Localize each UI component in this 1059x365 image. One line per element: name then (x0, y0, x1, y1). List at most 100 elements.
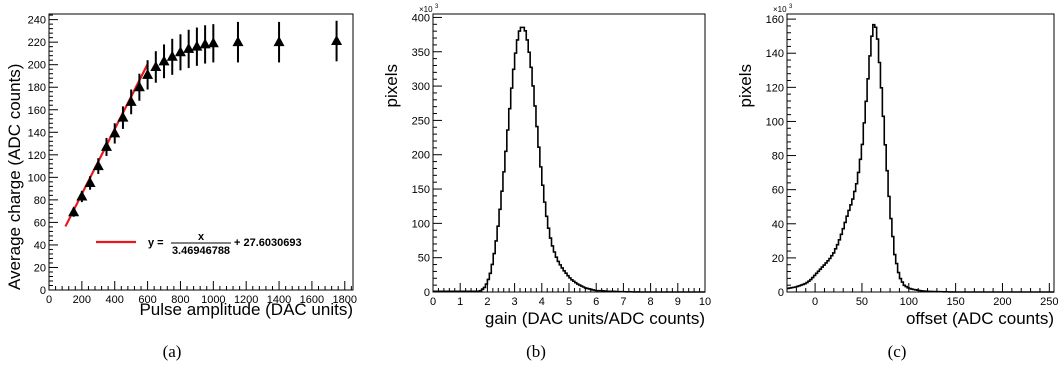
x-tick-label-a: 1000 (201, 294, 225, 306)
data-point-marker (183, 42, 195, 53)
data-point-marker (199, 38, 211, 49)
x-tick-label-b: 1 (457, 296, 463, 308)
y-tick-label-c: 60 (772, 185, 784, 197)
y-axis-multiplier: ×10 (419, 5, 433, 14)
data-point-marker (174, 46, 186, 57)
caption-b: (b) (526, 342, 546, 361)
x-tick-label-b: 4 (539, 296, 545, 308)
panel-c-chart: 0 50 100 150 200 250 0 20 40 60 80 100 120 140 160×10 3… (736, 4, 1058, 328)
y-tick-label-c: 80 (772, 151, 784, 163)
y-tick-label-b: 300 (412, 81, 430, 93)
x-tick-label-c: 250 (1040, 296, 1058, 308)
data-point-marker (207, 37, 219, 48)
x-axis-label: Pulse amplitude (DAC units) (139, 300, 353, 319)
x-tick-label-b: 3 (512, 296, 518, 308)
x-tick-label-b: 2 (484, 296, 490, 308)
x-tick-label-a: 200 (73, 294, 91, 306)
data-point-marker (273, 36, 285, 47)
data-point-marker (125, 95, 137, 106)
y-tick-label-c: 100 (766, 116, 784, 128)
y-tick-label-c: 140 (766, 48, 784, 60)
histogram-line (433, 26, 705, 293)
x-tick-label-b: 7 (620, 296, 626, 308)
data-point-marker (150, 60, 162, 71)
y-tick-label-b: 200 (412, 150, 430, 162)
x-tick-label-a: 400 (106, 294, 124, 306)
data-point-marker (331, 35, 343, 46)
x-tick-label-a: 1400 (267, 294, 291, 306)
x-tick-label-b: 10 (699, 296, 711, 308)
y-tick-label-a: 20 (34, 262, 46, 274)
y-tick-label-a: 80 (34, 195, 46, 207)
y-tick-label-a: 0 (40, 285, 46, 297)
data-point-marker (84, 176, 96, 187)
data-point-marker (117, 111, 129, 122)
y-tick-label-c: 160 (766, 14, 784, 26)
x-axis-label: offset (ADC counts) (906, 309, 1054, 328)
caption-a: (a) (163, 342, 182, 361)
data-point-marker (109, 127, 121, 138)
y-tick-label-a: 40 (34, 240, 46, 252)
y-tick-label-b: 100 (412, 218, 430, 230)
x-tick-label-b: 0 (430, 296, 436, 308)
plot-frame-c (786, 13, 1055, 293)
x-tick-label-c: 100 (900, 296, 918, 308)
x-tick-label-a: 800 (171, 294, 189, 306)
y-tick-label-b: 0 (424, 287, 430, 299)
y-tick-label-c: 40 (772, 219, 784, 231)
data-point-marker (232, 36, 244, 47)
y-tick-label-a: 240 (28, 15, 46, 27)
x-tick-label-b: 8 (648, 296, 654, 308)
y-tick-label-a: 120 (28, 150, 46, 162)
x-tick-label-c: 150 (946, 296, 964, 308)
data-point-marker (68, 206, 80, 217)
legend-text-denominator: 3.46946788 (172, 245, 230, 257)
x-tick-label-a: 1200 (234, 294, 258, 306)
legend-text-prefix: y = (148, 237, 164, 249)
legend-text-suffix: + 27.6030693 (234, 237, 302, 249)
y-tick-label-b: 50 (418, 253, 430, 265)
data-point-marker (158, 55, 170, 66)
data-point-marker (101, 140, 113, 151)
plot-frame-b (432, 13, 706, 293)
y-axis-multiplier: ×10 (773, 5, 787, 14)
data-point-marker (92, 160, 104, 171)
caption-c: (c) (888, 342, 907, 361)
x-tick-label-a: 1600 (300, 294, 324, 306)
data-point-marker (166, 50, 178, 61)
x-tick-label-a: 600 (138, 294, 156, 306)
y-tick-label-a: 100 (28, 172, 46, 184)
y-tick-label-a: 140 (28, 127, 46, 139)
y-tick-label-b: 400 (412, 12, 430, 24)
x-tick-label-c: 50 (856, 296, 868, 308)
data-point-marker (191, 40, 203, 51)
y-tick-label-c: 0 (778, 287, 784, 299)
y-tick-label-b: 250 (412, 115, 430, 127)
x-tick-label-b: 5 (566, 296, 572, 308)
y-tick-label-b: 350 (412, 47, 430, 59)
y-tick-label-b: 150 (412, 184, 430, 196)
y-tick-label-a: 220 (28, 37, 46, 49)
x-tick-label-b: 9 (675, 296, 681, 308)
y-axis-multiplier-exponent: 3 (435, 4, 439, 10)
panel-a-chart: 0 200 400 600 800 1000 1200 1400 1600 1800 0 20 40 60… (5, 13, 357, 319)
y-tick-label-a: 200 (28, 60, 46, 72)
y-tick-label-c: 20 (772, 253, 784, 265)
data-point-marker (142, 68, 154, 79)
x-tick-label-c: 0 (812, 296, 818, 308)
x-tick-label-a: 1800 (333, 294, 357, 306)
y-tick-label-a: 160 (28, 105, 46, 117)
x-tick-label-c: 200 (993, 296, 1011, 308)
y-tick-label-c: 120 (766, 82, 784, 94)
y-axis-label: Average charge (ADC counts) (5, 64, 24, 290)
data-point-marker (76, 190, 88, 201)
x-tick-label-a: 0 (46, 294, 52, 306)
y-axis-label: pixels (382, 64, 401, 107)
data-point-marker (133, 81, 145, 92)
y-tick-label-a: 60 (34, 217, 46, 229)
y-axis-label: pixels (736, 64, 755, 107)
x-tick-label-b: 6 (593, 296, 599, 308)
x-axis-label: gain (DAC units/ADC counts) (485, 309, 705, 328)
